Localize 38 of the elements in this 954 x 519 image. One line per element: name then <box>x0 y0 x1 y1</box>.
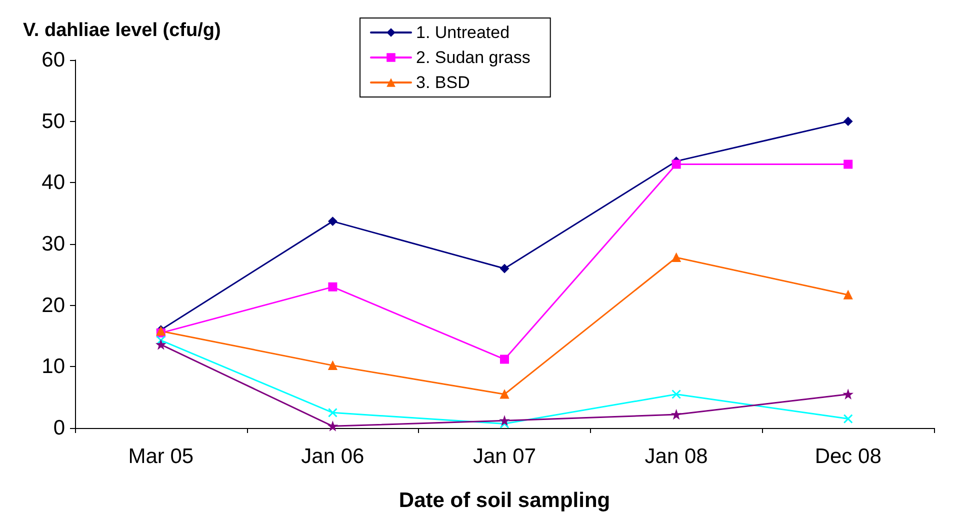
y-tick-label: 30 <box>42 232 65 256</box>
point <box>328 422 338 431</box>
point <box>500 354 509 364</box>
y-tick-label: 40 <box>42 171 65 194</box>
point <box>844 390 853 399</box>
point <box>500 416 509 426</box>
point <box>328 408 338 418</box>
y-tick-label: 60 <box>42 48 65 72</box>
x-tick-label: Jan 06 <box>301 445 364 468</box>
point <box>844 160 853 169</box>
point <box>156 340 166 350</box>
point <box>500 390 509 399</box>
x-axis-title: Date of soil sampling <box>398 489 610 512</box>
y-tick-label: 50 <box>42 110 65 133</box>
x-tick-label: Dec 08 <box>814 445 882 468</box>
y-tick-label: 20 <box>42 294 65 317</box>
point <box>672 410 681 420</box>
point <box>328 360 338 370</box>
legend-label: 1. Untreated <box>416 23 510 42</box>
point <box>672 390 682 400</box>
legend-label: 2. Sudan grass <box>416 48 530 67</box>
point <box>843 414 853 424</box>
point <box>672 252 681 262</box>
legend-label: 3. BSD <box>416 73 470 92</box>
y-axis-title: V. dahliae level (cfu/g) <box>23 20 221 41</box>
point <box>328 282 338 292</box>
x-tick-label: Mar 05 <box>128 445 194 468</box>
point <box>328 216 338 226</box>
point <box>500 264 509 274</box>
x-tick-label: Jan 08 <box>644 445 708 468</box>
point <box>672 160 681 169</box>
y-tick-label: 0 <box>53 416 65 440</box>
point <box>844 290 853 300</box>
x-tick-label: Jan 07 <box>472 445 536 468</box>
point <box>844 116 853 126</box>
point <box>500 418 510 428</box>
y-tick-label: 10 <box>42 355 65 378</box>
point <box>156 336 166 346</box>
